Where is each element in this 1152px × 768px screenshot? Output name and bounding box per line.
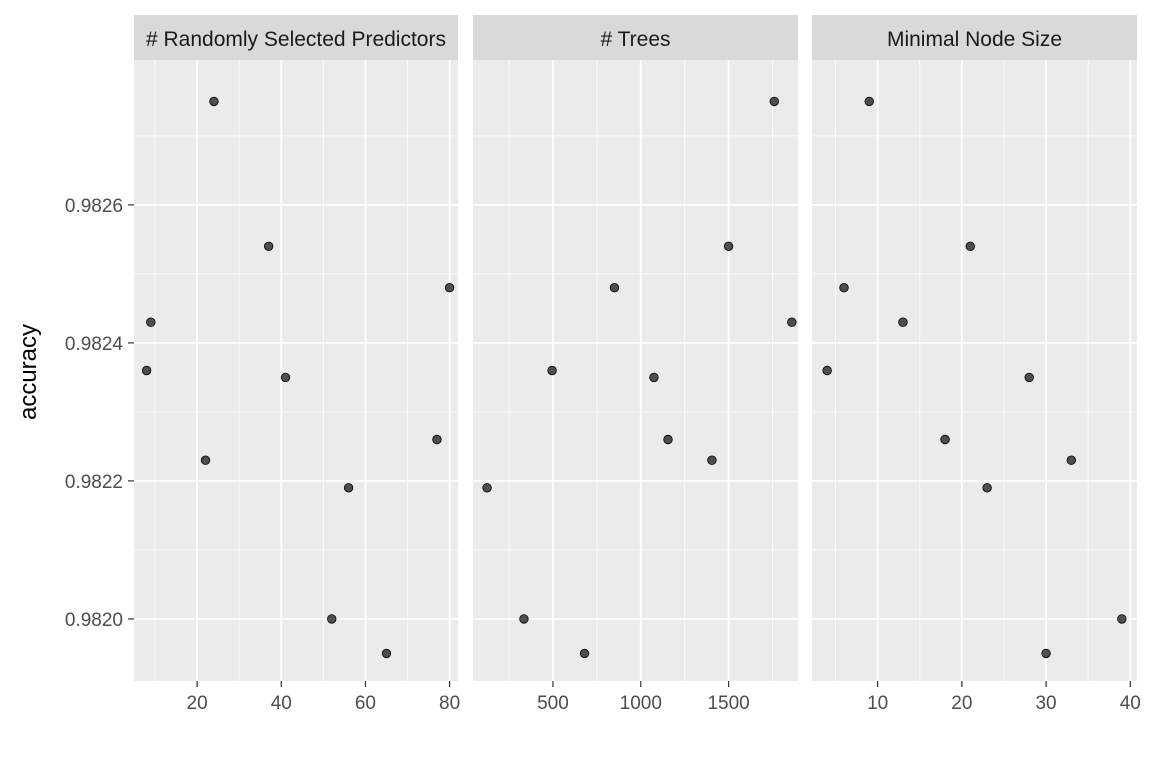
y-axis: 0.9820 0.9822 0.9824 0.9826: [65, 196, 134, 631]
data-point: [787, 317, 797, 327]
data-point: [839, 283, 849, 293]
x-tick-label: 80: [439, 693, 460, 714]
facet-strip-title: Minimal Node Size: [887, 28, 1062, 51]
data-point: [519, 614, 529, 624]
data-point: [444, 283, 455, 293]
data-point: [898, 317, 908, 327]
data-point: [141, 365, 152, 376]
data-point: [707, 455, 717, 465]
x-tick-label: 10: [867, 693, 888, 714]
x-tick-label: 1500: [707, 693, 749, 714]
data-point: [146, 317, 156, 327]
data-point: [381, 648, 392, 659]
y-tick-label: 0.9822: [65, 472, 123, 493]
data-point: [200, 455, 211, 465]
data-point: [1066, 455, 1077, 465]
data-point: [209, 96, 219, 107]
x-tick-label: 40: [1120, 693, 1141, 714]
data-point: [327, 614, 337, 624]
facet-strip: [473, 15, 798, 60]
data-point: [1117, 614, 1127, 624]
data-point: [343, 483, 354, 493]
y-tick-label: 0.9820: [65, 610, 123, 631]
data-point: [965, 241, 975, 252]
data-point: [663, 434, 673, 445]
plot-panel-background: [134, 60, 458, 681]
facet-strip: [134, 15, 458, 60]
x-tick-label: 40: [271, 693, 292, 714]
data-point: [1024, 372, 1034, 383]
data-point: [864, 96, 874, 107]
y-tick-label: 0.9826: [65, 196, 123, 217]
data-point: [1041, 648, 1051, 659]
data-point: [609, 283, 620, 293]
data-point: [547, 365, 557, 376]
plot-panel-background: [473, 60, 798, 681]
x-tick-label: 20: [951, 693, 972, 714]
data-point: [280, 372, 291, 383]
y-axis-title: accuracy: [15, 324, 42, 420]
plot-panel-background: [812, 60, 1137, 681]
x-tick-label: 60: [355, 693, 376, 714]
facet-strip: [812, 15, 1137, 60]
data-point: [940, 434, 950, 445]
data-point: [579, 648, 590, 659]
data-point: [263, 241, 274, 252]
data-point: [432, 434, 442, 445]
data-point: [649, 372, 659, 383]
data-point: [723, 241, 734, 252]
x-tick-label: 500: [537, 693, 569, 714]
data-point: [482, 483, 492, 493]
facet-strip-title: # Randomly Selected Predictors: [146, 28, 446, 51]
x-tick-label: 20: [187, 693, 208, 714]
x-tick-label: 1000: [620, 693, 662, 714]
data-point: [822, 365, 832, 376]
data-point: [769, 96, 779, 107]
facet-panel: Minimal Node Size 10 20 30 40: [812, 15, 1141, 714]
facet-panel: # Trees 500 1000 1500: [473, 15, 798, 714]
facet-panel: # Randomly Selected Predictors 20 40 60 80: [134, 15, 460, 714]
y-tick-label: 0.9824: [65, 334, 124, 355]
x-tick-label: 30: [1035, 693, 1056, 714]
facet-strip-title: # Trees: [600, 28, 670, 51]
data-point: [982, 483, 992, 493]
